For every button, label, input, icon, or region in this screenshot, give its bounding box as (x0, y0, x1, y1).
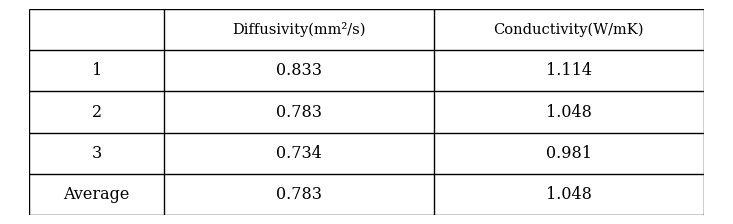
Text: 0.783: 0.783 (276, 103, 322, 121)
Text: 1: 1 (92, 62, 102, 79)
Text: Diffusivity(mm²/s): Diffusivity(mm²/s) (232, 22, 366, 37)
Text: 1.114: 1.114 (546, 62, 592, 79)
Text: 2: 2 (92, 103, 102, 121)
Text: Conductivity(W/mK): Conductivity(W/mK) (493, 22, 644, 37)
Text: 0.833: 0.833 (276, 62, 322, 79)
Text: Average: Average (64, 186, 130, 203)
Text: 0.734: 0.734 (276, 145, 322, 162)
Text: 0.981: 0.981 (546, 145, 592, 162)
Text: 1.048: 1.048 (546, 103, 592, 121)
Text: 3: 3 (92, 145, 102, 162)
Text: 0.783: 0.783 (276, 186, 322, 203)
Text: 1.048: 1.048 (546, 186, 592, 203)
